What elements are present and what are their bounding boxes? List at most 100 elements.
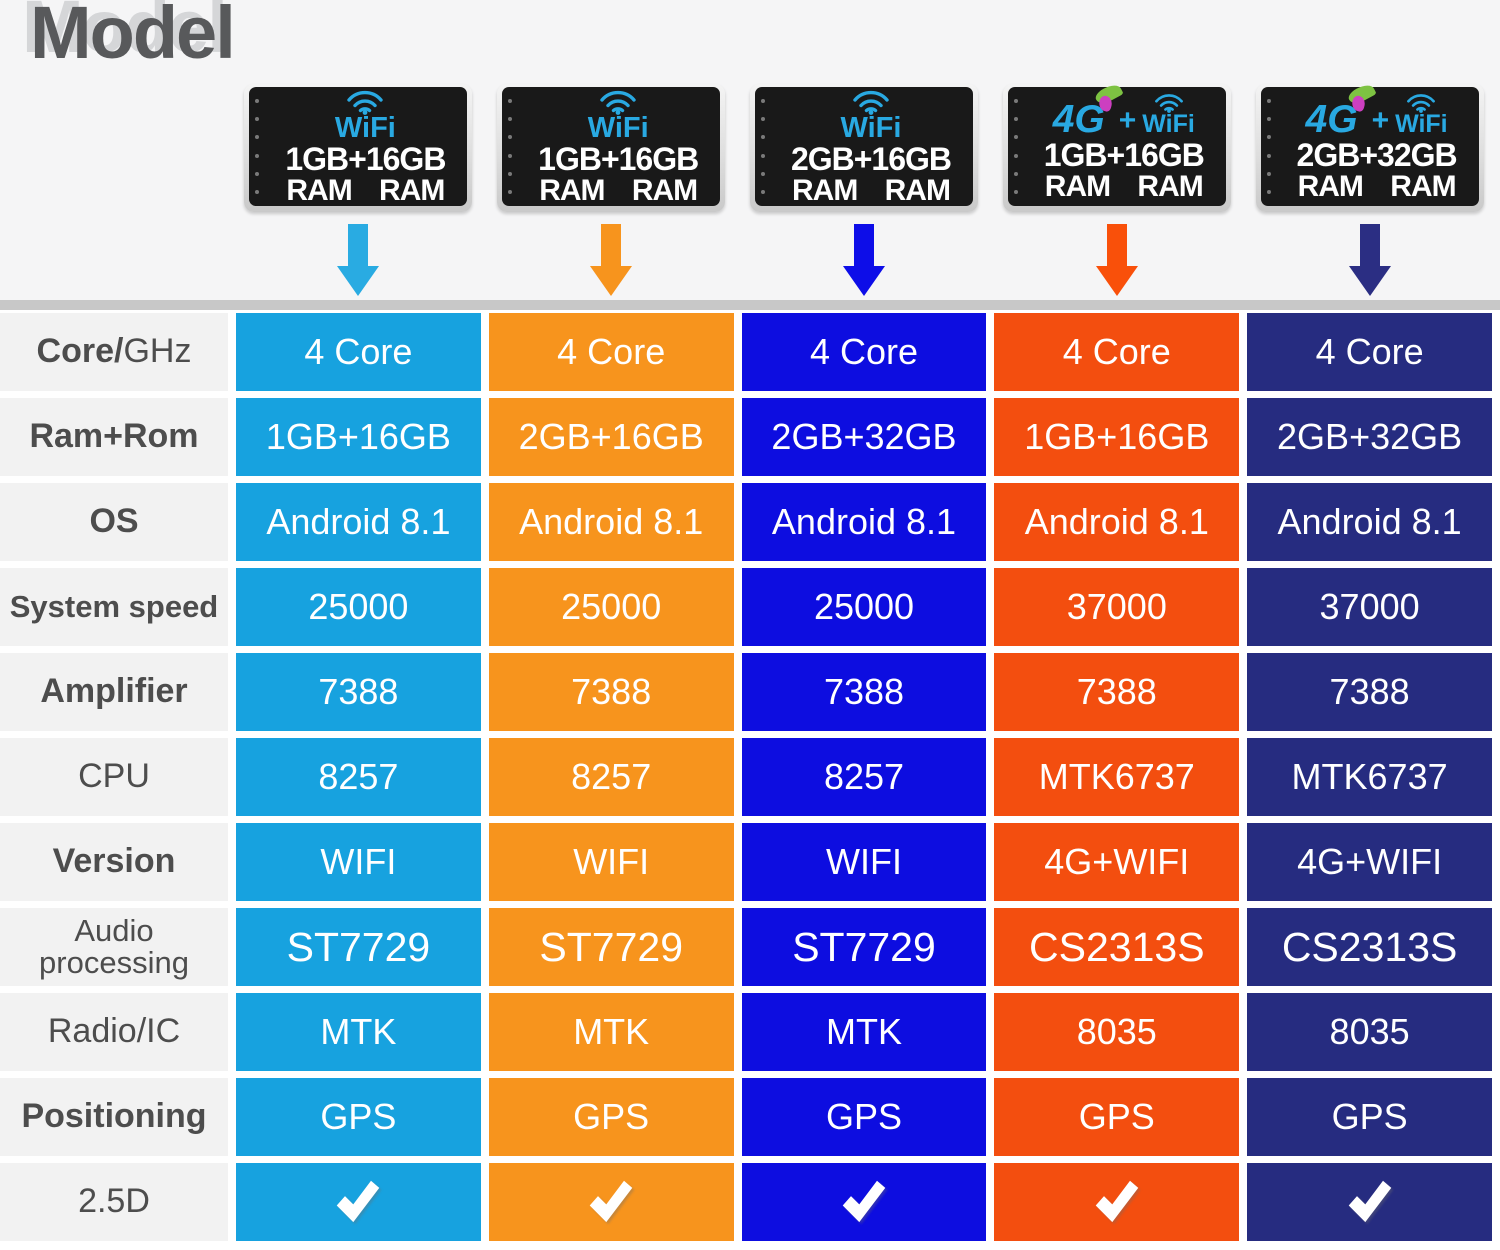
device-ram-text: 1GB+16GB	[285, 140, 446, 177]
row-label-positioning: Positioning	[0, 1078, 228, 1156]
cell-system-speed-col4: 37000	[994, 568, 1240, 646]
device-1-image: WiFi 1GB+16GB RAM RAM	[244, 84, 473, 212]
cell-value: WIFI	[826, 841, 902, 882]
page-title: Model	[30, 0, 236, 74]
row-label-text: Ram+Rom	[29, 417, 199, 456]
row-label-ram-rom: Ram+Rom	[0, 398, 228, 476]
cell-value: 4 Core	[557, 331, 666, 372]
wifi-label: WiFi	[840, 112, 902, 145]
cell-amplifier-col1: 7388	[236, 653, 481, 731]
cell-value: Android 8.1	[266, 501, 451, 542]
side-button-dot	[1013, 153, 1018, 158]
cell-amplifier-col4: 7388	[994, 653, 1240, 731]
wifi-logo: WiFi	[588, 87, 649, 143]
side-button-dot	[1013, 99, 1018, 103]
cell-system-speed-col5: 37000	[1247, 568, 1492, 646]
cell-audio-processing-col4: CS2313S	[994, 908, 1240, 986]
cell-value: 37000	[1066, 586, 1167, 627]
down-arrow-icon-2	[590, 224, 633, 296]
side-button-dot	[1013, 117, 1018, 122]
cell-audio-processing-col2: ST7729	[488, 908, 734, 986]
side-button-dot	[760, 99, 765, 103]
check-icon	[589, 1180, 633, 1223]
device-slot-1: WiFi 1GB+16GB RAM RAM	[236, 84, 481, 212]
cell-value: 7388	[318, 671, 399, 712]
check-icon	[1348, 1180, 1391, 1223]
cell-value: 1GB+16GB	[265, 416, 451, 457]
side-button-dot	[508, 189, 513, 194]
side-button-dot	[1266, 135, 1271, 140]
cell-radio-ic-col4: 8035	[994, 993, 1240, 1071]
section-divider	[0, 300, 1500, 310]
cell-value: Android 8.1	[519, 501, 704, 542]
cell-value: 4 Core	[1315, 331, 1424, 372]
cell-value: WIFI	[573, 841, 650, 882]
cell-value: 25000	[561, 586, 662, 627]
cell-system-speed-col3: 25000	[741, 568, 987, 646]
arrow-head	[842, 266, 885, 296]
device-ram-caption: RAM RAM	[539, 173, 698, 207]
cell-value: 8257	[571, 756, 652, 797]
device-screen: 4G + WiFi 1GB+16GB RAM RAM	[1007, 81, 1226, 206]
cell-amplifier-col5: 7388	[1247, 653, 1492, 731]
row-label-text: System speed	[9, 589, 219, 625]
cell-positioning-col1: GPS	[236, 1078, 481, 1156]
cell-value: MTK6737	[1291, 756, 1448, 797]
wifi-logo: WiFi	[1142, 91, 1195, 137]
cell-ram-rom-col1: 1GB+16GB	[236, 398, 481, 476]
cell-positioning-col3: GPS	[741, 1078, 987, 1156]
cell-audio-processing-col5: CS2313S	[1247, 908, 1492, 986]
cell-positioning-col4: GPS	[994, 1078, 1240, 1156]
side-button-dot	[508, 135, 513, 140]
cell-value: 8257	[318, 756, 399, 797]
wifi-icon	[853, 91, 889, 115]
cell-value: 8257	[823, 756, 905, 797]
side-button-dot	[255, 135, 260, 140]
cell-ram-rom-col4: 1GB+16GB	[994, 398, 1240, 476]
connectivity-logo: 4G + WiFi	[1306, 81, 1448, 139]
side-button-dot	[1013, 189, 1018, 194]
device-side-buttons	[760, 99, 765, 194]
device-ram-text: 2GB+32GB	[1296, 136, 1458, 173]
cell-os-col1: Android 8.1	[236, 483, 481, 561]
down-arrow-icon-1	[337, 224, 380, 296]
side-button-dot	[1266, 153, 1271, 158]
side-button-dot	[1266, 117, 1271, 122]
wifi-logo: WiFi	[335, 87, 396, 143]
device-slot-2: WiFi 1GB+16GB RAM RAM	[489, 84, 734, 212]
cell-system-speed-col1: 25000	[236, 568, 481, 646]
cell-value: 25000	[308, 586, 409, 627]
logo-4g: 4G	[1053, 81, 1124, 139]
row-label-text: Audio processing	[39, 913, 189, 980]
arrow-head	[1095, 266, 1138, 296]
cell-2-5d-col1	[236, 1163, 481, 1241]
cell-value: 4 Core	[1062, 331, 1171, 372]
cell-value: MTK	[320, 1011, 397, 1052]
cell-radio-ic-col3: MTK	[741, 993, 987, 1071]
cell-os-col4: Android 8.1	[994, 483, 1240, 561]
row-label-text-light: GHz	[123, 332, 192, 371]
cell-value: 4 Core	[304, 331, 413, 372]
device-screen: WiFi 2GB+16GB RAM RAM	[754, 87, 973, 206]
cell-os-col3: Android 8.1	[741, 483, 987, 561]
row-label-version: Version	[0, 823, 228, 901]
cell-value: 2GB+16GB	[518, 416, 704, 457]
device-side-buttons	[1266, 99, 1271, 194]
cell-value: 37000	[1319, 586, 1420, 627]
device-3-image: WiFi 2GB+16GB RAM RAM	[749, 84, 978, 212]
down-arrow-icon-3	[842, 224, 885, 296]
connectivity-logo: 4G + WiFi	[1053, 81, 1195, 139]
row-label-text: CPU	[78, 757, 150, 796]
side-button-dot	[508, 99, 513, 103]
side-button-dot	[760, 153, 765, 158]
device-screen: WiFi 1GB+16GB RAM RAM	[502, 87, 721, 207]
cell-version-col4: 4G+WIFI	[994, 823, 1240, 901]
cell-value: 7388	[571, 671, 652, 712]
cell-os-col2: Android 8.1	[488, 483, 734, 561]
device-ram-text: 1GB+16GB	[538, 140, 699, 177]
device-strip: WiFi 1GB+16GB RAM RAM WiFi 1GB+16GB RAM RAM Wi…	[0, 81, 1500, 212]
cell-radio-ic-col2: MTK	[488, 993, 734, 1071]
device-ram-caption: RAM RAM	[1044, 170, 1204, 203]
arrow-head	[590, 266, 633, 296]
side-button-dot	[760, 189, 765, 194]
